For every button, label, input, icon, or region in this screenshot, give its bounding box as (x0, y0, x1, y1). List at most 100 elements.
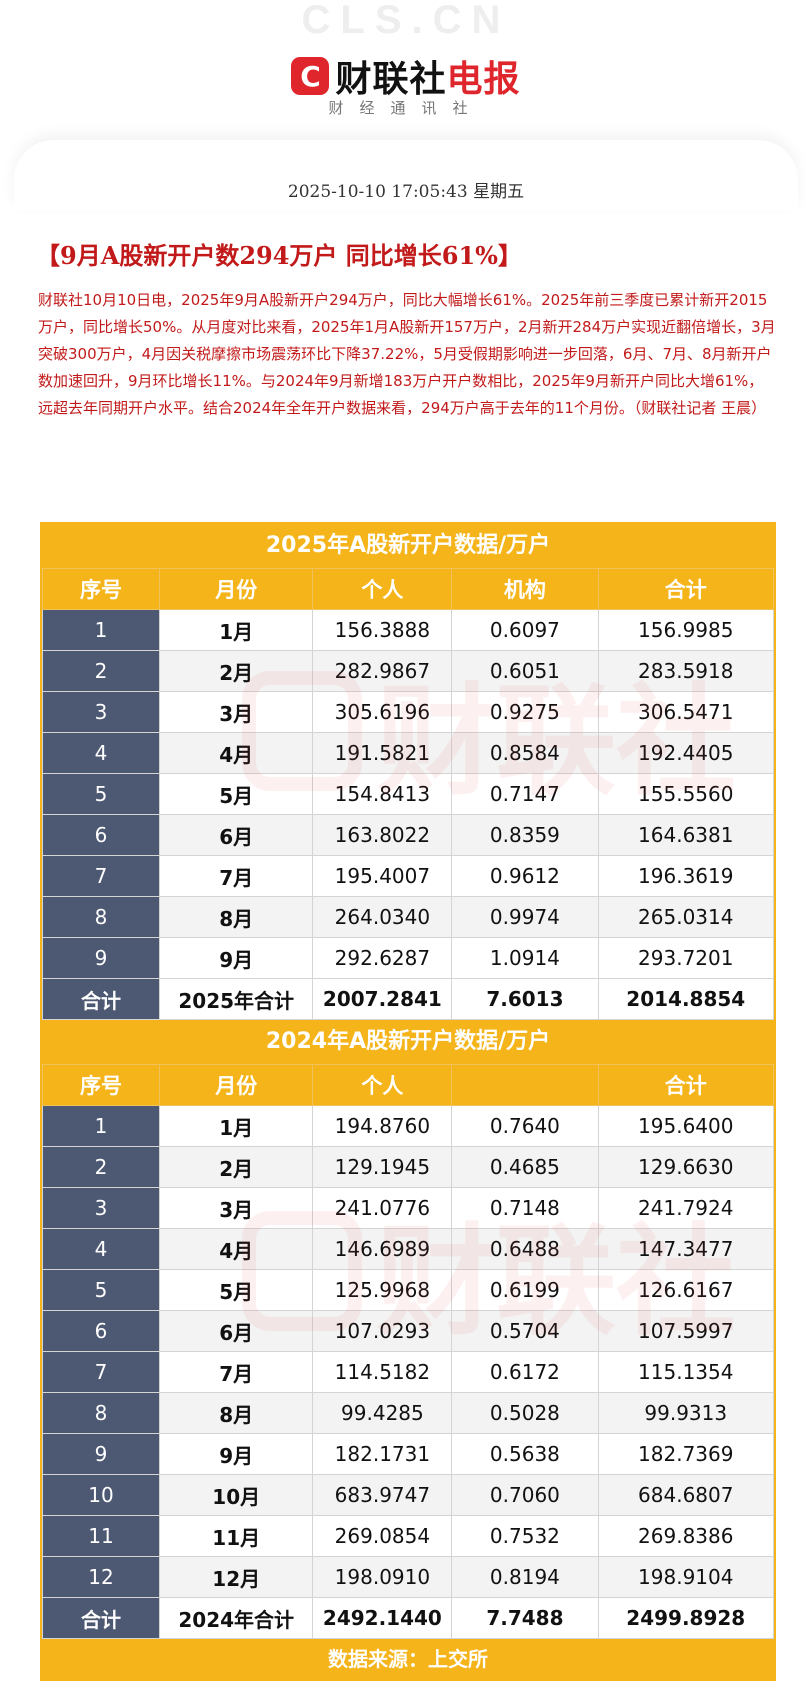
total-cell: 2025年合计 (158, 978, 314, 1020)
table-cell: 3 (42, 1187, 160, 1229)
table-header-row: 序号 月份 个人 合计 (42, 1064, 775, 1106)
logo-c-icon: C (291, 57, 330, 95)
brand-tagline: 财经通讯社 (328, 99, 484, 117)
table-cell: 306.5471 (597, 691, 775, 733)
table-cell: 1 (42, 609, 160, 651)
table-row: 9 9月 182.1731 0.5638 182.7369 (42, 1433, 775, 1475)
table-cell: 156.9985 (597, 609, 775, 651)
table-cell: 683.9747 (312, 1474, 453, 1516)
table-cell: 0.4685 (451, 1146, 599, 1188)
table-row: 3 3月 241.0776 0.7148 241.7924 (42, 1187, 775, 1229)
table-cell: 0.8359 (451, 814, 599, 856)
table-cell: 3月 (158, 691, 314, 733)
table-cell: 4 (42, 732, 160, 774)
table-cell: 12 (42, 1556, 160, 1598)
table-cell: 0.6097 (451, 609, 599, 651)
table-cell: 163.8022 (312, 814, 453, 856)
table-row: 1 1月 156.3888 0.6097 156.9985 (42, 609, 775, 651)
table-watermark-text: 财联社 (376, 1213, 736, 1352)
table-row: 9 9月 292.6287 1.0914 293.7201 (42, 937, 775, 979)
table-cell: 0.6199 (451, 1269, 599, 1311)
table-total-row: 合计 2024年合计 2492.1440 7.7488 2499.8928 (42, 1597, 775, 1639)
table-cell: 198.0910 (312, 1556, 453, 1598)
table-cell: 99.9313 (597, 1392, 775, 1434)
table-cell: 8 (42, 896, 160, 938)
article-datetime: 2025-10-10 17:05:43 星期五 (287, 182, 525, 202)
table-cell: 5 (42, 1269, 160, 1311)
table-cell: 194.8760 (312, 1105, 453, 1147)
account-table-0: 序号 月份 个人 机构 合计 1 1月 156.3888 0.6097 156.9985 2 2月 28… (42, 568, 775, 1020)
table-cell: 6 (42, 1310, 160, 1352)
table-cell: 0.8584 (451, 732, 599, 774)
table-cell: 7 (42, 1351, 160, 1393)
table-cell: 129.1945 (312, 1146, 453, 1188)
table-cell: 0.7532 (451, 1515, 599, 1557)
table-title: 2024年A股新开户数据/万户 (42, 1020, 774, 1064)
table-cell: 11 (42, 1515, 160, 1557)
table-row: 5 5月 125.9968 0.6199 126.6167 (42, 1269, 775, 1311)
total-cell: 合计 (42, 1597, 160, 1639)
article-body: 财联社10月10日电，2025年9月A股新开户294万户，同比大幅增长61%。2… (38, 291, 776, 417)
total-cell: 合计 (42, 978, 160, 1020)
table-cell: 5月 (158, 773, 314, 815)
table-cell: 4月 (158, 1228, 314, 1270)
table-cell: 0.9974 (451, 896, 599, 938)
table-row: 8 8月 99.4285 0.5028 99.9313 (42, 1392, 775, 1434)
table-cell: 269.8386 (597, 1515, 775, 1557)
table-cell: 2月 (158, 1146, 314, 1188)
table-cell: 182.1731 (312, 1433, 453, 1475)
table-row: 7 7月 114.5182 0.6172 115.1354 (42, 1351, 775, 1393)
table-cell: 195.6400 (597, 1105, 775, 1147)
table-row: 5 5月 154.8413 0.7147 155.5560 (42, 773, 775, 815)
table-cell: 0.5028 (451, 1392, 599, 1434)
column-header: 个人 (312, 568, 453, 610)
table-cell: 6 (42, 814, 160, 856)
table-cell: 115.1354 (597, 1351, 775, 1393)
account-table-1: 序号 月份 个人 合计 1 1月 194.8760 0.7640 195.6400 2 2月 129.… (42, 1064, 775, 1639)
watermark-logo-icon (242, 671, 362, 791)
table-cell: 0.9612 (451, 855, 599, 897)
table-cell: 0.6172 (451, 1351, 599, 1393)
cls-logo: C 财联社电报 (0, 50, 812, 102)
table-cell: 7月 (158, 855, 314, 897)
table-watermark-1: 财联社 (242, 644, 736, 818)
table-row: 12 12月 198.0910 0.8194 198.9104 (42, 1556, 775, 1598)
brand-name: 财联社电报 (335, 50, 520, 102)
table-header-row: 序号 月份 个人 机构 合计 (42, 568, 775, 610)
watermark-logo-icon (242, 1211, 362, 1331)
table-cell: 265.0314 (597, 896, 775, 938)
table-cell: 6月 (158, 814, 314, 856)
total-cell: 7.7488 (451, 1597, 599, 1639)
table-cell: 9 (42, 1433, 160, 1475)
table-cell: 192.4405 (597, 732, 775, 774)
table-cell: 0.7640 (451, 1105, 599, 1147)
table-cell: 126.6167 (597, 1269, 775, 1311)
tables-root: 2025年A股新开户数据/万户 序号 月份 个人 机构 合计 1 1月 156.3888 0.60… (42, 524, 775, 1639)
table-watermark-2: 财联社 (242, 1184, 736, 1358)
column-header: 合计 (597, 568, 775, 610)
table-cell: 12月 (158, 1556, 314, 1598)
table-cell: 4 (42, 1228, 160, 1270)
total-cell: 7.6013 (451, 978, 599, 1020)
table-row: 6 6月 163.8022 0.8359 164.6381 (42, 814, 775, 856)
table-cell: 198.9104 (597, 1556, 775, 1598)
table-total-row: 合计 2025年合计 2007.2841 7.6013 2014.8854 (42, 978, 775, 1020)
table-cell: 10 (42, 1474, 160, 1516)
table-cell: 155.5560 (597, 773, 775, 815)
brand-name-red: 电报 (446, 59, 521, 100)
table-cell: 1.0914 (451, 937, 599, 979)
column-header (451, 1064, 599, 1106)
table-row: 10 10月 683.9747 0.7060 684.6807 (42, 1474, 775, 1516)
table-cell: 8月 (158, 1392, 314, 1434)
table-cell: 195.4007 (312, 855, 453, 897)
table-cell: 8 (42, 1392, 160, 1434)
column-header: 合计 (597, 1064, 775, 1106)
table-row: 8 8月 264.0340 0.9974 265.0314 (42, 896, 775, 938)
table-cell: 11月 (158, 1515, 314, 1557)
table-cell: 305.6196 (312, 691, 453, 733)
table-cell: 6月 (158, 1310, 314, 1352)
table-cell: 2 (42, 1146, 160, 1188)
total-cell: 2499.8928 (597, 1597, 775, 1639)
table-cell: 264.0340 (312, 896, 453, 938)
table-cell: 8月 (158, 896, 314, 938)
